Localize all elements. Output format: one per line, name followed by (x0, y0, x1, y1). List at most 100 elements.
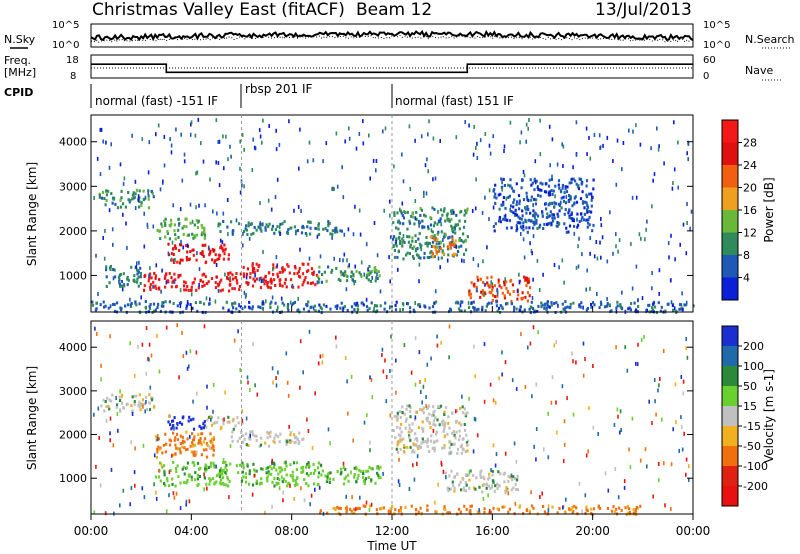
heatmap-cell (253, 270, 256, 274)
heatmap-cell (255, 469, 258, 473)
heatmap-cell (225, 468, 229, 472)
heatmap-cell (481, 210, 484, 215)
heatmap-cell (562, 459, 565, 463)
heatmap-cell (340, 301, 343, 305)
heatmap-cell (376, 277, 379, 280)
heatmap-cell (251, 433, 254, 436)
heatmap-cell (516, 488, 520, 492)
heatmap-cell (120, 308, 123, 312)
heatmap-cell (149, 303, 152, 306)
heatmap-cell (172, 460, 175, 464)
heatmap-cell (510, 488, 513, 492)
heatmap-cell (575, 120, 578, 125)
heatmap-cell (393, 214, 396, 217)
heatmap-cell (646, 464, 648, 469)
heatmap-cell (204, 203, 206, 208)
heatmap-cell (632, 508, 635, 511)
heatmap-cell (269, 434, 272, 438)
heatmap-cell (367, 469, 370, 473)
heatmap-cell (111, 393, 114, 397)
heatmap-cell (620, 307, 624, 311)
power-colorbar-label: Power [dB] (762, 177, 776, 242)
heatmap-cell (527, 345, 529, 350)
heatmap-cell (203, 472, 205, 477)
heatmap-cell (272, 272, 275, 276)
heatmap-cell (207, 415, 211, 419)
heatmap-cell (260, 467, 263, 471)
heatmap-cell (559, 189, 562, 193)
heatmap-cell (355, 507, 359, 511)
heatmap-cell (586, 208, 589, 212)
heatmap-cell (511, 283, 514, 287)
heatmap-cell (493, 195, 496, 199)
heatmap-cell (190, 478, 193, 482)
heatmap-cell (572, 165, 574, 170)
heatmap-cell (436, 439, 439, 443)
heatmap-cell (479, 138, 482, 143)
heatmap-cell (543, 510, 546, 514)
heatmap-cell (360, 275, 363, 279)
heatmap-cell (379, 476, 382, 480)
heatmap-cell (95, 301, 98, 305)
heatmap-cell (472, 449, 475, 454)
heatmap-cell (566, 396, 568, 401)
heatmap-cell (94, 326, 96, 331)
heatmap-cell (168, 237, 171, 241)
heatmap-cell (471, 209, 474, 213)
heatmap-cell (166, 279, 169, 283)
heatmap-cell (255, 481, 258, 485)
heatmap-cell (431, 240, 435, 244)
heatmap-cell (367, 476, 370, 479)
heatmap-cell (305, 465, 308, 469)
heatmap-cell (307, 300, 310, 304)
heatmap-cell (519, 225, 523, 229)
heatmap-cell (362, 470, 365, 473)
heatmap-cell (441, 249, 444, 253)
heatmap-cell (302, 370, 304, 375)
heatmap-cell (219, 467, 223, 471)
heatmap-cell (250, 232, 253, 236)
heatmap-cell (443, 410, 446, 414)
heatmap-cell (465, 483, 468, 487)
heatmap-cell (278, 478, 281, 482)
heatmap-cell (181, 178, 184, 183)
heatmap-cell (491, 469, 494, 473)
heatmap-cell (276, 263, 279, 268)
heatmap-cell (197, 219, 200, 223)
heatmap-cell (570, 508, 573, 511)
heatmap-cell (572, 301, 575, 305)
heatmap-cell (183, 288, 186, 292)
heatmap-cell (503, 144, 506, 149)
heatmap-cell (376, 471, 379, 475)
velocity-colorbar-tick-label: -50 (743, 440, 761, 453)
heatmap-cell (205, 442, 208, 446)
heatmap-cell (241, 183, 243, 188)
heatmap-cell (653, 172, 656, 177)
heatmap-cell (91, 300, 94, 304)
heatmap-cell (238, 222, 241, 226)
heatmap-cell (357, 473, 360, 477)
heatmap-cell (563, 191, 566, 195)
heatmap-cell (186, 461, 189, 465)
heatmap-cell (635, 361, 637, 366)
heatmap-cell (353, 507, 356, 511)
heatmap-cell (546, 305, 549, 309)
heatmap-cell (134, 192, 137, 196)
heatmap-cell (571, 204, 574, 208)
heatmap-cell (415, 210, 418, 214)
heatmap-cell (281, 266, 284, 270)
heatmap-cell (187, 288, 190, 292)
heatmap-cell (260, 477, 263, 481)
heatmap-cell (430, 245, 433, 248)
heatmap-cell (450, 469, 453, 473)
heatmap-cell (262, 250, 264, 254)
time-tick-label: 20:00 (575, 524, 610, 538)
heatmap-cell (126, 276, 129, 279)
heatmap-cell (129, 502, 131, 507)
heatmap-cell (303, 498, 306, 503)
heatmap-cell (355, 467, 358, 471)
heatmap-cell (484, 309, 487, 313)
heatmap-cell (123, 284, 126, 288)
heatmap-cell (488, 188, 491, 193)
heatmap-cell (183, 440, 186, 444)
